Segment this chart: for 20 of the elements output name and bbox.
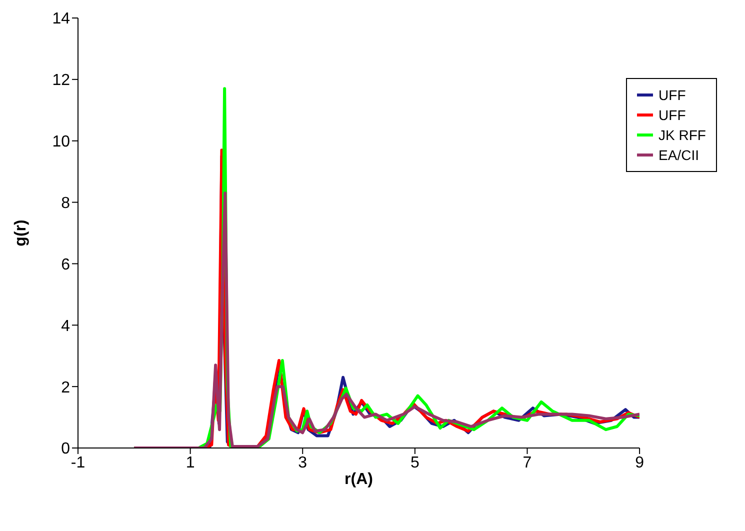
y-tick-label: 6 <box>61 256 70 274</box>
y-tick-label: 14 <box>52 10 70 28</box>
y-tick-label: 4 <box>61 318 70 335</box>
x-tick-label: 3 <box>298 454 308 472</box>
x-tick-label: 7 <box>522 454 532 472</box>
y-tick-label: 8 <box>61 194 70 212</box>
legend-label: EA/CII <box>658 146 700 165</box>
y-tick-label: 12 <box>52 72 70 90</box>
legend-label: UFF <box>658 86 686 105</box>
y-axis-title: g(r) <box>12 220 30 246</box>
legend-label: UFF <box>658 106 686 125</box>
x-tick-label: 9 <box>635 454 644 472</box>
x-tick-label: 5 <box>410 454 420 472</box>
y-tick-label: 2 <box>61 379 70 396</box>
y-tick-label: 0 <box>61 440 70 458</box>
legend-label: JK RFF <box>658 126 706 145</box>
x-axis-title: r(A) <box>344 471 373 488</box>
x-tick-label: 1 <box>186 454 195 472</box>
x-tick-label: -1 <box>70 454 86 472</box>
y-tick-label: 10 <box>52 134 70 151</box>
